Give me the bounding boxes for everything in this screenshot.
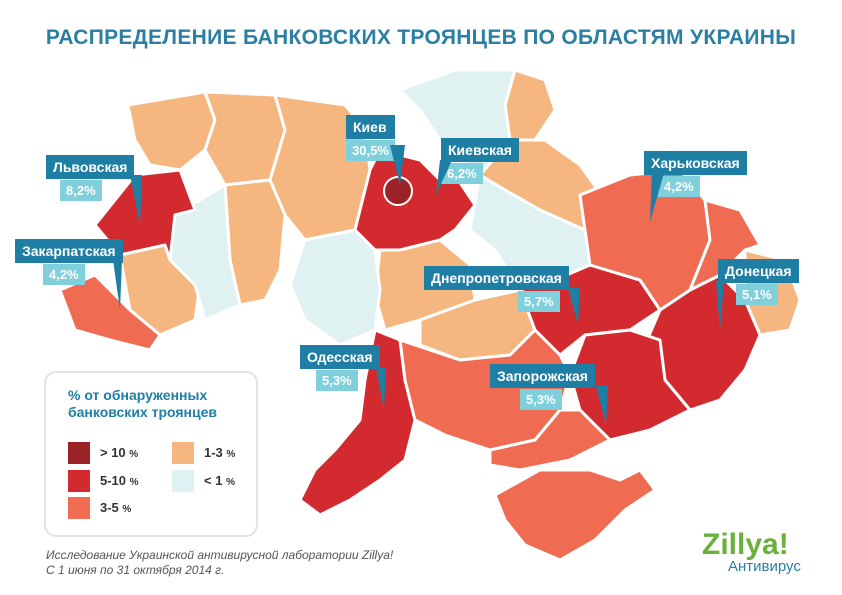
callout-name: Львовская	[46, 155, 135, 179]
callout-value: 5,3%	[316, 370, 358, 391]
callout-lviv: Львовская 8,2%	[46, 155, 135, 201]
map-title: РАСПРЕДЕЛЕНИЕ БАНКОВСКИХ ТРОЯНЦЕВ ПО ОБЛ…	[45, 26, 797, 49]
legend-label-1-3: 1-3 %	[204, 445, 236, 460]
logo-subtitle: Антивирус	[728, 558, 801, 575]
legend-swatch-1-3	[172, 442, 194, 464]
region-cherkasy	[288, 228, 382, 347]
callout-name: Донецкая	[718, 259, 799, 283]
callout-kharkiv: Харьковская 4,2%	[644, 151, 747, 197]
callout-name: Киев	[346, 115, 395, 139]
legend-title-line1: % от обнаруженных	[68, 387, 208, 403]
callout-odesa: Одесская 5,3%	[300, 345, 380, 391]
legend-label-gt10: > 10 %	[100, 445, 139, 460]
legend-swatch-gt10	[68, 442, 90, 464]
footer-note: Исследование Украинской антивирусной лаб…	[46, 548, 393, 578]
region-crimea	[493, 468, 657, 562]
region-kyiv-city	[383, 176, 413, 206]
legend-swatch-5-10	[68, 470, 90, 492]
footer-line1: Исследование Украинской антивирусной лаб…	[46, 548, 394, 562]
callout-value: 8,2%	[60, 180, 102, 201]
callout-donetsk: Донецкая 5,1%	[718, 259, 799, 305]
callout-dnipropetrovsk: Днепропетровская 5,7%	[424, 266, 569, 312]
region-kherson	[488, 408, 612, 472]
callout-value: 6,2%	[441, 163, 483, 184]
footer-line2: С 1 июня по 31 октября 2014 г.	[46, 563, 225, 577]
region-zakarpattia	[58, 273, 162, 352]
legend-label-5-10: 5-10 %	[100, 473, 139, 488]
callout-name: Закарпатская	[15, 239, 123, 263]
callout-name: Днепропетровская	[424, 266, 569, 290]
legend-label-3-5: 3-5 %	[100, 500, 132, 515]
callout-kyiv: Киев 30,5%	[346, 115, 395, 161]
callout-name: Одесская	[300, 345, 380, 369]
legend: % от обнаруженных банковских троянцев > …	[44, 371, 258, 537]
callout-kyiv-oblast: Киевская 6,2%	[441, 138, 519, 184]
zillya-logo: Zillya! Антивирус	[702, 528, 801, 576]
callout-name: Киевская	[441, 138, 519, 162]
region-volyn	[126, 90, 217, 172]
region-lviv	[93, 168, 197, 262]
callout-value: 4,2%	[43, 264, 85, 285]
callout-value: 4,2%	[658, 176, 700, 197]
callout-name: Харьковская	[644, 151, 747, 175]
region-kyiv-oblast	[353, 148, 477, 252]
callout-value: 5,1%	[736, 284, 778, 305]
legend-title-line2: банковских троянцев	[68, 404, 217, 420]
callout-value: 5,7%	[518, 291, 560, 312]
callout-zaporizhzhia: Запорожская 5,3%	[490, 364, 595, 410]
callout-zakarpattia: Закарпатская 4,2%	[15, 239, 123, 285]
legend-label-lt1: < 1 %	[204, 473, 235, 488]
callout-value: 5,3%	[520, 389, 562, 410]
logo-brand: Zillya!	[702, 528, 789, 561]
callout-value: 30,5%	[346, 140, 395, 161]
legend-title: % от обнаруженных банковских троянцев	[68, 387, 217, 421]
callout-name: Запорожская	[490, 364, 595, 388]
region-ternopil	[168, 183, 242, 322]
legend-swatch-3-5	[68, 497, 90, 519]
legend-swatch-lt1	[172, 470, 194, 492]
